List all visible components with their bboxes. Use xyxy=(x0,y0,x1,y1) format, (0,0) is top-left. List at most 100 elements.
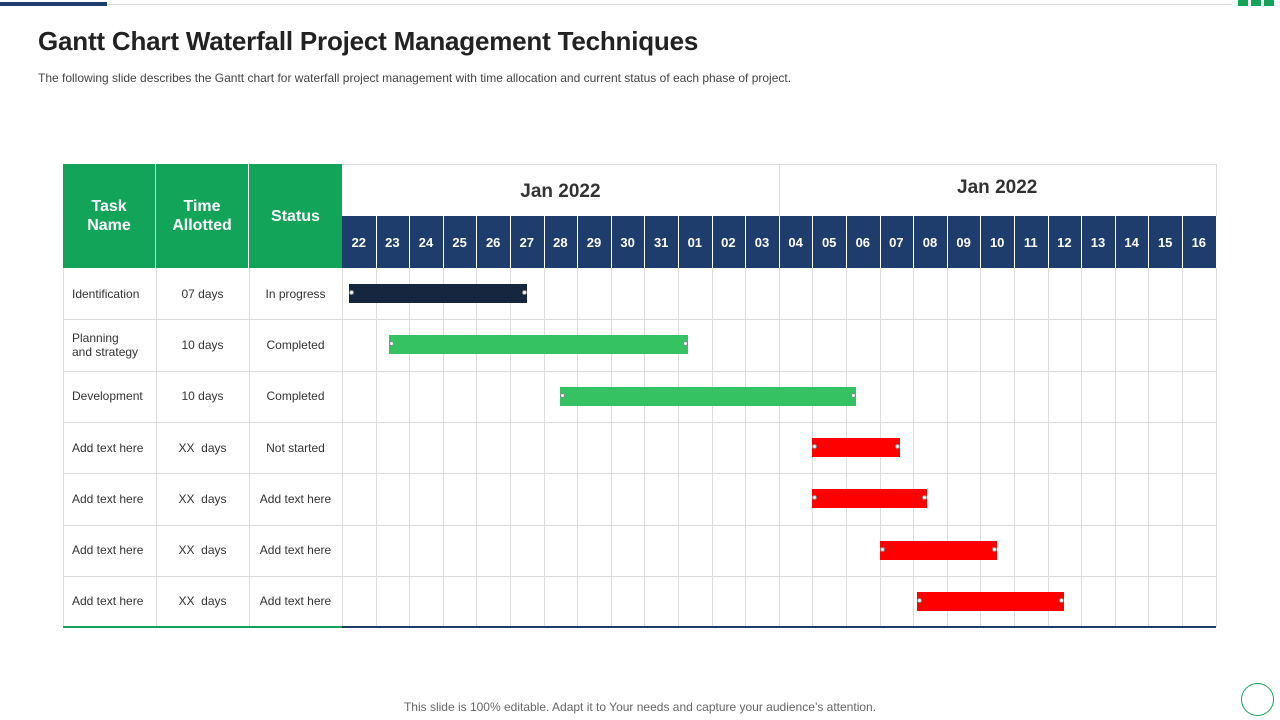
column-header-status: Status xyxy=(271,207,320,225)
day-header-31: 31 xyxy=(653,234,669,250)
task-time-allotted: XX days xyxy=(178,594,227,609)
day-header-27: 27 xyxy=(519,234,535,250)
day-grid-line xyxy=(913,268,915,628)
task-name: Planning and strategy xyxy=(72,330,139,359)
bar-start-handle xyxy=(560,392,566,398)
day-header-24: 24 xyxy=(418,234,434,250)
header-left-block xyxy=(63,164,342,268)
column-divider xyxy=(63,268,64,628)
day-header-28: 28 xyxy=(553,234,568,250)
task-name: Add text here xyxy=(72,543,144,558)
day-divider xyxy=(745,216,747,268)
row-divider xyxy=(63,421,1216,423)
row-divider xyxy=(63,319,1216,321)
task-status: In progress xyxy=(265,286,326,301)
bar-start-handle xyxy=(916,597,922,603)
day-grid-line xyxy=(778,268,780,628)
day-divider xyxy=(1114,216,1116,268)
corner-mark-right xyxy=(1264,0,1274,6)
bar-end-handle xyxy=(1059,597,1065,603)
day-grid-line xyxy=(1047,268,1049,628)
day-grid-line xyxy=(946,268,948,628)
column-divider xyxy=(156,268,157,628)
bar-end-handle xyxy=(521,290,527,296)
column-header-task-name: Task Name xyxy=(63,164,156,268)
day-grid-line xyxy=(1148,268,1150,628)
gantt-bar xyxy=(812,438,900,458)
task-status: Add text here xyxy=(259,543,332,558)
day-grid-line xyxy=(1215,268,1217,628)
day-header-12: 12 xyxy=(1057,234,1072,250)
row-divider xyxy=(63,524,1216,526)
task-time-allotted: 07 days xyxy=(181,286,224,301)
task-status: Not started xyxy=(266,440,325,455)
day-divider xyxy=(946,216,948,268)
month-label-1: Jan 2022 xyxy=(520,181,601,202)
gantt-bar xyxy=(389,335,689,355)
day-header-23: 23 xyxy=(385,234,400,250)
day-grid-line xyxy=(375,268,377,628)
task-status: Completed xyxy=(266,337,325,352)
page-title: Gantt Chart Waterfall Project Management… xyxy=(38,26,699,56)
day-header-11: 11 xyxy=(1023,234,1038,250)
task-time-allotted: XX days xyxy=(178,543,227,558)
task-name: Add text here xyxy=(72,491,144,506)
circle-decoration xyxy=(1241,683,1274,716)
day-grid-line xyxy=(577,268,579,628)
task-name: Add text here xyxy=(72,440,144,455)
day-header-08: 08 xyxy=(922,234,938,250)
day-grid-line xyxy=(442,268,444,628)
bar-end-handle xyxy=(683,341,689,347)
day-header-05: 05 xyxy=(821,234,837,250)
bar-start-handle xyxy=(348,290,354,296)
day-divider xyxy=(980,216,982,268)
month-divider xyxy=(778,164,780,216)
day-divider xyxy=(409,216,411,268)
day-grid-line xyxy=(409,268,411,628)
row-divider xyxy=(63,370,1216,372)
day-divider xyxy=(846,216,847,268)
day-header-15: 15 xyxy=(1157,234,1173,250)
day-grid-line xyxy=(678,268,679,628)
bar-start-handle xyxy=(879,546,885,552)
day-header-26: 26 xyxy=(485,234,501,250)
day-divider xyxy=(510,216,511,268)
day-divider xyxy=(442,216,444,268)
day-header-14: 14 xyxy=(1124,234,1139,250)
task-status: Completed xyxy=(266,389,325,404)
day-divider xyxy=(812,216,814,268)
gantt-bar xyxy=(348,284,527,304)
task-status: Add text here xyxy=(259,594,332,609)
footer-note: This slide is 100% editable. Adapt it to… xyxy=(403,700,877,714)
bar-start-handle xyxy=(812,444,818,450)
day-header-03: 03 xyxy=(754,234,770,250)
day-divider xyxy=(375,216,377,268)
gantt-bar xyxy=(916,591,1065,611)
day-grid-line xyxy=(711,268,713,628)
day-grid-line xyxy=(1081,268,1083,628)
corner-mark-left xyxy=(1238,0,1248,6)
column-header-time-allotted: Time Allotted xyxy=(156,164,249,268)
day-header-04: 04 xyxy=(788,234,803,250)
row-divider xyxy=(63,575,1216,577)
gantt-bar xyxy=(560,386,857,406)
table-bottom-border-green xyxy=(63,626,342,629)
month-label-2: Jan 2022 xyxy=(957,177,1038,198)
day-divider xyxy=(879,216,881,268)
day-divider xyxy=(543,216,545,268)
bar-end-handle xyxy=(851,392,857,398)
day-header-25: 25 xyxy=(452,234,467,250)
column-divider xyxy=(249,268,250,628)
gantt-bar xyxy=(879,540,998,560)
bar-start-handle xyxy=(812,495,818,501)
day-divider xyxy=(1081,216,1083,268)
task-name: Add text here xyxy=(72,594,144,609)
bar-end-handle xyxy=(992,546,998,552)
day-header-29: 29 xyxy=(586,234,602,250)
task-time-allotted: 10 days xyxy=(181,389,224,404)
task-time-allotted: XX days xyxy=(178,491,227,506)
top-accent-bar xyxy=(0,2,107,6)
day-divider xyxy=(1182,216,1183,268)
day-header-13: 13 xyxy=(1090,234,1106,250)
day-grid-line xyxy=(1182,268,1183,628)
